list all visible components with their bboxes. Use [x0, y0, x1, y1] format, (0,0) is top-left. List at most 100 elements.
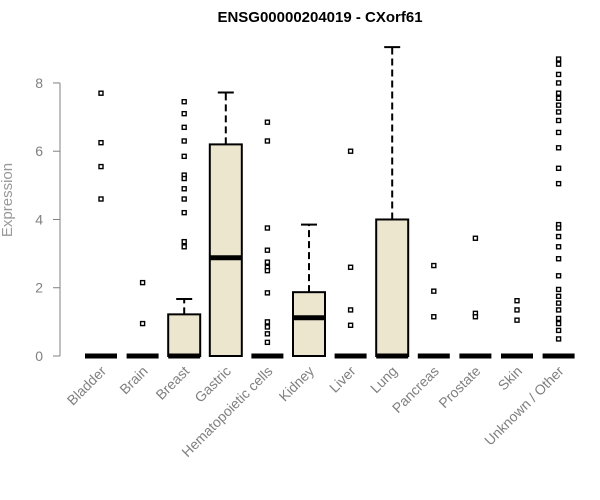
box-body	[167, 313, 202, 357]
box-gastric	[208, 91, 243, 357]
outlier-point	[264, 267, 271, 274]
outlier-point	[514, 307, 520, 313]
outlier-point	[181, 175, 187, 182]
outlier-point	[264, 138, 271, 144]
outlier-point	[139, 320, 146, 327]
outlier-point	[555, 336, 562, 342]
outlier-point	[555, 165, 562, 171]
y-axis-title: Expression	[0, 163, 16, 237]
outlier-point	[555, 320, 562, 327]
outlier-point	[347, 264, 354, 270]
outlier-point	[98, 196, 104, 202]
outlier-point	[98, 90, 104, 96]
box-bladder	[85, 90, 117, 359]
x-category-label: Prostate	[435, 363, 483, 411]
outlier-point	[264, 259, 271, 265]
box-body	[375, 218, 410, 357]
outlier-point	[555, 327, 562, 334]
outlier-point	[555, 117, 562, 124]
outlier-point	[514, 317, 520, 323]
box-body	[208, 143, 243, 357]
outlier-point	[555, 145, 562, 151]
outlier-point	[264, 339, 271, 346]
outlier-point	[181, 244, 187, 250]
outlier-point	[264, 331, 271, 337]
outlier-point	[264, 225, 271, 231]
outlier-point	[264, 290, 271, 296]
outlier-point	[181, 238, 187, 245]
outlier-point	[555, 286, 562, 293]
outlier-point	[264, 319, 271, 325]
x-category-label: Lung	[367, 363, 400, 396]
x-category-label: Kidney	[276, 363, 318, 405]
outlier-point	[555, 233, 562, 240]
y-tick-label: 6	[35, 143, 43, 159]
outlier-point	[555, 90, 562, 96]
outlier-point	[555, 95, 562, 102]
x-category-label: Skin	[495, 363, 526, 394]
box-skin	[501, 298, 533, 359]
outlier-point	[181, 196, 187, 202]
x-category-label: Unknown / Other	[481, 363, 567, 449]
outlier-point	[181, 138, 187, 144]
y-tick-label: 8	[35, 75, 43, 91]
outlier-point	[472, 314, 479, 320]
y-tick-label: 0	[35, 348, 43, 364]
box-pancreas	[417, 262, 450, 359]
outlier-point	[98, 139, 104, 146]
outlier-point	[555, 244, 562, 250]
outlier-point	[555, 102, 562, 108]
outlier-point	[181, 209, 187, 216]
outlier-point	[431, 314, 437, 320]
box-liver	[334, 148, 367, 359]
outlier-point	[555, 109, 562, 115]
outlier-point	[555, 300, 562, 306]
outlier-point	[555, 293, 562, 299]
outlier-point	[514, 298, 520, 304]
box-body	[292, 291, 326, 357]
outlier-point	[181, 99, 187, 105]
box-breast	[167, 99, 202, 359]
outlier-point	[555, 273, 562, 279]
x-category-label: Breast	[152, 363, 192, 403]
outlier-point	[139, 279, 146, 286]
outlier-point	[555, 71, 562, 78]
outlier-point	[555, 80, 562, 86]
x-category-label: Bladder	[64, 363, 110, 409]
y-axis: 0 2 4 6 8	[35, 75, 61, 364]
outlier-point	[264, 119, 271, 125]
boxes-group	[85, 46, 575, 359]
outlier-point	[347, 307, 354, 313]
y-tick-label: 4	[35, 211, 43, 227]
chart-title: ENSG00000204019 - CXorf61	[217, 9, 422, 26]
outlier-point	[555, 61, 562, 67]
outlier-point	[555, 315, 562, 322]
outlier-point	[181, 124, 187, 131]
box-unknown-other	[542, 56, 575, 359]
outlier-point	[555, 56, 562, 62]
outlier-point	[555, 307, 562, 313]
outlier-point	[555, 256, 562, 262]
box-brain	[126, 279, 159, 359]
outlier-point	[264, 324, 271, 330]
y-tick-label: 2	[35, 280, 43, 296]
outlier-point	[555, 180, 562, 187]
outlier-point	[181, 110, 187, 117]
outlier-point	[347, 148, 354, 154]
outlier-point	[555, 225, 562, 231]
box-kidney	[292, 223, 326, 357]
outlier-point	[555, 129, 562, 136]
outlier-point	[472, 235, 479, 241]
box-hematopoietic-cells	[251, 119, 284, 359]
outlier-point	[431, 262, 437, 269]
x-category-label: Liver	[326, 363, 359, 396]
outlier-point	[181, 186, 187, 192]
outlier-point	[347, 322, 354, 328]
outlier-point	[181, 153, 187, 160]
box-prostate	[459, 235, 492, 359]
outlier-point	[431, 288, 437, 294]
outlier-point	[98, 163, 104, 170]
